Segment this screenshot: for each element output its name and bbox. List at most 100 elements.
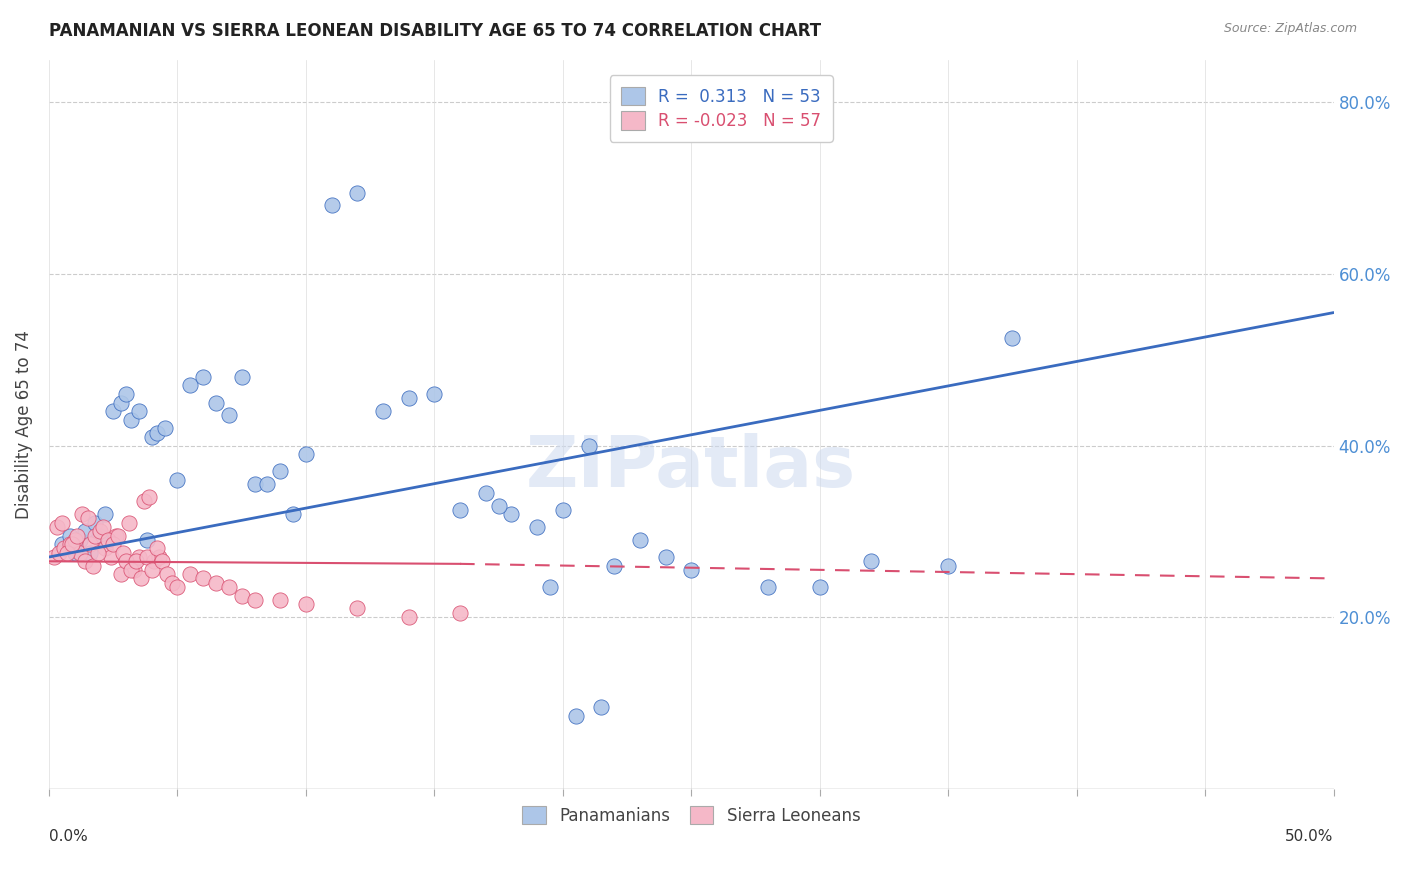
- Point: [128, 549, 150, 564]
- Point: [538, 580, 561, 594]
- Point: [53, 541, 76, 556]
- Point: [79, 537, 101, 551]
- Point: [103, 404, 125, 418]
- Legend: Panamanians, Sierra Leoneans: Panamanians, Sierra Leoneans: [512, 797, 870, 835]
- Point: [69, 546, 91, 560]
- Point: [231, 370, 253, 384]
- Point: [398, 392, 420, 406]
- Point: [1001, 331, 1024, 345]
- Point: [115, 554, 138, 568]
- Point: [758, 580, 780, 594]
- Point: [141, 563, 163, 577]
- Point: [63, 533, 86, 547]
- Point: [205, 395, 228, 409]
- Text: Source: ZipAtlas.com: Source: ZipAtlas.com: [1223, 22, 1357, 36]
- Point: [97, 533, 120, 547]
- Point: [423, 387, 446, 401]
- Point: [150, 554, 173, 568]
- Point: [256, 477, 278, 491]
- Point: [138, 490, 160, 504]
- Point: [243, 593, 266, 607]
- Point: [94, 541, 117, 556]
- Point: [48, 546, 70, 560]
- Point: [122, 563, 145, 577]
- Point: [936, 558, 959, 573]
- Point: [128, 404, 150, 418]
- Text: ZIPatlas: ZIPatlas: [526, 434, 856, 502]
- Point: [179, 567, 201, 582]
- Point: [66, 528, 89, 542]
- Point: [107, 528, 129, 542]
- Point: [146, 425, 169, 440]
- Point: [45, 520, 67, 534]
- Y-axis label: Disability Age 65 to 74: Disability Age 65 to 74: [15, 330, 32, 518]
- Point: [104, 528, 127, 542]
- Point: [69, 533, 91, 547]
- Point: [131, 571, 153, 585]
- Point: [654, 549, 676, 564]
- Point: [371, 404, 394, 418]
- Point: [281, 507, 304, 521]
- Point: [860, 554, 883, 568]
- Point: [166, 473, 188, 487]
- Point: [112, 546, 135, 560]
- Point: [153, 421, 176, 435]
- Point: [501, 507, 523, 521]
- Point: [295, 597, 318, 611]
- Point: [146, 541, 169, 556]
- Point: [179, 378, 201, 392]
- Point: [449, 503, 471, 517]
- Point: [51, 516, 73, 530]
- Point: [58, 528, 80, 542]
- Text: 50.0%: 50.0%: [1285, 829, 1334, 844]
- Point: [578, 438, 600, 452]
- Point: [87, 546, 110, 560]
- Point: [51, 537, 73, 551]
- Point: [103, 537, 125, 551]
- Point: [72, 507, 94, 521]
- Point: [94, 507, 117, 521]
- Point: [110, 567, 132, 582]
- Point: [76, 511, 98, 525]
- Point: [132, 494, 155, 508]
- Point: [551, 503, 574, 517]
- Text: 0.0%: 0.0%: [49, 829, 87, 844]
- Point: [321, 198, 343, 212]
- Point: [398, 610, 420, 624]
- Point: [135, 549, 157, 564]
- Point: [269, 464, 291, 478]
- Point: [60, 537, 83, 551]
- Point: [205, 575, 228, 590]
- Point: [681, 563, 703, 577]
- Point: [148, 549, 170, 564]
- Point: [100, 549, 122, 564]
- Point: [474, 485, 496, 500]
- Point: [191, 370, 214, 384]
- Point: [162, 575, 184, 590]
- Point: [135, 533, 157, 547]
- Point: [82, 558, 104, 573]
- Point: [89, 524, 111, 539]
- Point: [808, 580, 831, 594]
- Point: [110, 395, 132, 409]
- Point: [346, 186, 368, 200]
- Point: [79, 546, 101, 560]
- Point: [115, 387, 138, 401]
- Point: [628, 533, 651, 547]
- Point: [295, 447, 318, 461]
- Point: [526, 520, 548, 534]
- Point: [125, 554, 148, 568]
- Point: [269, 593, 291, 607]
- Point: [117, 516, 139, 530]
- Point: [91, 520, 114, 534]
- Point: [591, 700, 613, 714]
- Point: [73, 524, 96, 539]
- Point: [449, 606, 471, 620]
- Point: [84, 516, 107, 530]
- Point: [42, 549, 65, 564]
- Point: [84, 528, 107, 542]
- Point: [243, 477, 266, 491]
- Point: [120, 413, 142, 427]
- Point: [603, 558, 626, 573]
- Text: PANAMANIAN VS SIERRA LEONEAN DISABILITY AGE 65 TO 74 CORRELATION CHART: PANAMANIAN VS SIERRA LEONEAN DISABILITY …: [49, 22, 821, 40]
